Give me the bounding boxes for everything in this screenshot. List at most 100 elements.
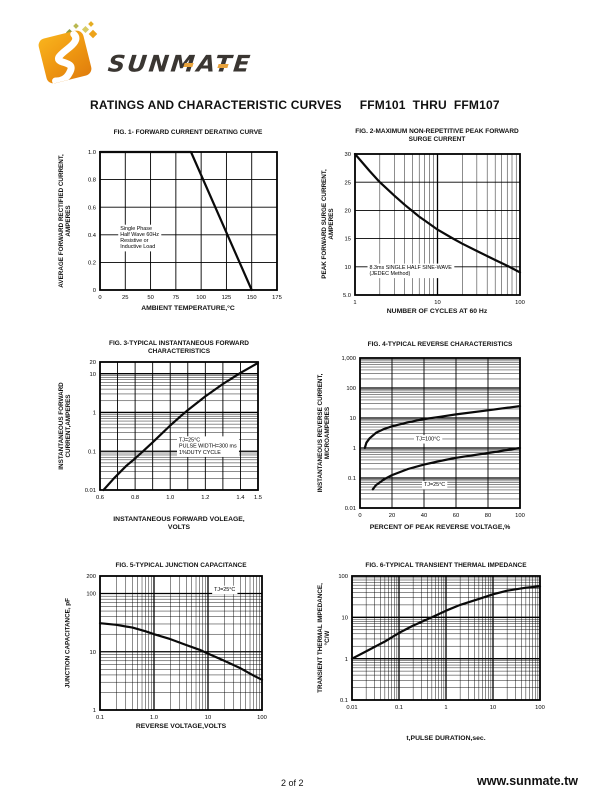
svg-text:1.5: 1.5: [254, 495, 262, 501]
svg-text:1: 1: [93, 708, 96, 714]
svg-text:0: 0: [98, 295, 101, 301]
figure-4: 1,000 100 10 1 0.1 0.01 0 20 40 60 80 100 TJ=100°C TJ…: [310, 335, 580, 545]
svg-text:10: 10: [342, 615, 348, 621]
logo-s-swoosh-icon: [52, 30, 80, 85]
svg-text:100: 100: [196, 295, 206, 301]
logo-diamond-icon: [81, 25, 90, 34]
figure-1-x-axis-label: AMBIENT TEMPERATURE,°C: [141, 305, 235, 312]
svg-text:15: 15: [345, 237, 351, 243]
figure-5-title: FIG. 5-TYPICAL JUNCTION CAPACITANCE: [115, 562, 247, 569]
svg-text:1.0: 1.0: [150, 715, 158, 721]
figure-6-x-axis-label: t,PULSE DURATION,sec.: [406, 735, 486, 742]
svg-text:Inductive Load: Inductive Load: [120, 244, 155, 250]
figure-2-x-axis-label: NUMBER OF CYCLES AT 60 Hz: [386, 308, 488, 315]
figure-1-y-axis-label: AVERAGE FORWARD RECTIFIED CURRENT, AMPER…: [58, 154, 72, 288]
figure-6: 100 10 1 0.1 0.01 0.1 1 10 100 FIG. 6-TYPICAL TR…: [310, 555, 590, 760]
website-link[interactable]: www.sunmate.tw: [477, 774, 578, 788]
figure-3-title: FIG. 3-TYPICAL INSTANTANEOUS FORWARD CHA…: [109, 340, 249, 355]
svg-text:1.0: 1.0: [88, 150, 96, 156]
svg-text:1%DUTY CYCLE: 1%DUTY CYCLE: [179, 450, 221, 456]
figure-4-plot: 1,000 100 10 1 0.1 0.010 20 40 60 80 100 TJ=100°C TJ…: [341, 356, 524, 519]
part-range: FFM101 THRU FFM107: [359, 98, 500, 112]
figure-4-x-axis-label: PERCENT OF PEAK REVERSE VOLTAGE,%: [369, 524, 511, 531]
svg-text:40: 40: [421, 513, 427, 519]
svg-text:8.3ms SINGLE HALF SINE-WAVE: 8.3ms SINGLE HALF SINE-WAVE: [370, 265, 453, 271]
svg-text:Single Phase: Single Phase: [120, 226, 152, 232]
svg-text:1.2: 1.2: [201, 495, 209, 501]
figure-3-plot: 20 10 1 0.1 0.010.6 0.8 1.0 1.2 1.4 1.5 TJ=25°CPUL…: [85, 360, 262, 501]
svg-text:0.01: 0.01: [345, 506, 356, 512]
figure-2-title: FIG. 2-MAXIMUM NON-REPETITIVE PEAK FORWA…: [355, 128, 519, 143]
svg-text:TJ=25°C: TJ=25°C: [179, 438, 200, 444]
figure-2-plot: 30 25 20 15 10 5.01 10 100 8.3ms SINGLE HALF SIN…: [343, 152, 525, 306]
sunmate-logo: SUNMATE: [37, 20, 260, 92]
ratings-title: RATINGS AND CHARACTERISTIC CURVES: [90, 98, 342, 112]
svg-text:10: 10: [90, 650, 96, 656]
svg-text:0: 0: [93, 288, 96, 294]
logo-mark-icon: [37, 29, 93, 85]
figure-6-y-axis-label: TRANSIENT THERMAL IMPEDANCE, °C/W: [317, 583, 331, 693]
svg-text:0.01: 0.01: [346, 705, 357, 711]
svg-text:100: 100: [257, 715, 267, 721]
svg-text:0.4: 0.4: [88, 233, 97, 239]
figure-5: 200 100 10 1 0.1 1.0 10 100 TJ=25°C FIG. 5-TYPIC…: [38, 555, 303, 760]
svg-text:1: 1: [353, 300, 356, 306]
svg-text:30: 30: [345, 152, 351, 158]
svg-text:80: 80: [485, 513, 491, 519]
svg-text:TJ=25°C: TJ=25°C: [424, 482, 445, 488]
svg-text:1: 1: [353, 446, 356, 452]
svg-text:10: 10: [434, 300, 440, 306]
svg-text:Half Wave 60Hz: Half Wave 60Hz: [120, 232, 159, 238]
svg-text:0.2: 0.2: [88, 261, 96, 267]
svg-text:0.6: 0.6: [88, 205, 96, 211]
figure-2-y-axis-label: PEAK FORWARD SURGE CURRENT, AMPERES: [321, 169, 335, 279]
logo-diamond-icon: [73, 23, 79, 29]
svg-text:0.6: 0.6: [96, 495, 104, 501]
figure-3-y-axis-label: INSTANTANEOUS FORWARD CURRENT,AMPERES: [58, 382, 72, 470]
svg-text:0.8: 0.8: [131, 495, 139, 501]
svg-text:1.4: 1.4: [236, 495, 245, 501]
svg-text:20: 20: [90, 360, 96, 366]
svg-text:TJ=100°C: TJ=100°C: [416, 436, 440, 442]
svg-text:100: 100: [535, 705, 545, 711]
logo-accent: [183, 63, 194, 67]
svg-text:25: 25: [345, 180, 351, 186]
figure-5-plot: 200 100 10 10.1 1.0 10 100 TJ=25°C: [86, 574, 267, 721]
figure-4-title: FIG. 4-TYPICAL REVERSE CHARACTERISTICS: [367, 341, 513, 348]
svg-text:10: 10: [490, 705, 496, 711]
svg-text:125: 125: [222, 295, 232, 301]
svg-text:50: 50: [147, 295, 153, 301]
svg-text:100: 100: [515, 300, 525, 306]
figure-1-title: FIG. 1- FORWARD CURRENT DERATING CURVE: [113, 129, 263, 136]
figure-3-x-axis-label: INSTANTANEOUS FORWARD VOLEAGE, VOLTS: [113, 516, 245, 531]
figure-1-plot: 1.0 0.8 0.6 0.4 0.2 00 25 50 75 100 125 150 175 Singl…: [88, 150, 282, 301]
svg-text:10: 10: [345, 265, 351, 271]
page-title: RATINGS AND CHARACTERISTIC CURVES FFM101 …: [90, 98, 500, 112]
svg-text:1: 1: [345, 657, 348, 663]
svg-text:100: 100: [86, 592, 96, 598]
svg-text:5.0: 5.0: [343, 293, 351, 299]
svg-text:10: 10: [205, 715, 211, 721]
logo-accent: [217, 64, 229, 68]
svg-text:100: 100: [346, 386, 356, 392]
logo-wordmark: SUNMATE: [106, 50, 254, 78]
svg-text:200: 200: [86, 574, 96, 580]
svg-text:1: 1: [444, 705, 447, 711]
svg-text:20: 20: [345, 209, 351, 215]
svg-text:0.8: 0.8: [88, 178, 96, 184]
figure-5-y-axis-label: JUNCTION CAPACITANCE, pF: [64, 597, 72, 689]
svg-text:150: 150: [247, 295, 257, 301]
svg-text:0.1: 0.1: [96, 715, 104, 721]
svg-text:75: 75: [173, 295, 179, 301]
svg-text:10: 10: [90, 372, 96, 378]
figure-5-x-axis-label: REVERSE VOLTAGE,VOLTS: [135, 723, 227, 730]
svg-text:Resistive or: Resistive or: [120, 238, 148, 244]
logo-diamond-icon: [88, 29, 98, 39]
figure-3: 20 10 1 0.1 0.01 0.6 0.8 1.0 1.2 1.4 1.5 TJ=25°C PUL…: [38, 335, 303, 545]
svg-text:1.0: 1.0: [166, 495, 174, 501]
svg-text:60: 60: [453, 513, 459, 519]
svg-text:1: 1: [93, 411, 96, 417]
svg-text:25: 25: [122, 295, 128, 301]
